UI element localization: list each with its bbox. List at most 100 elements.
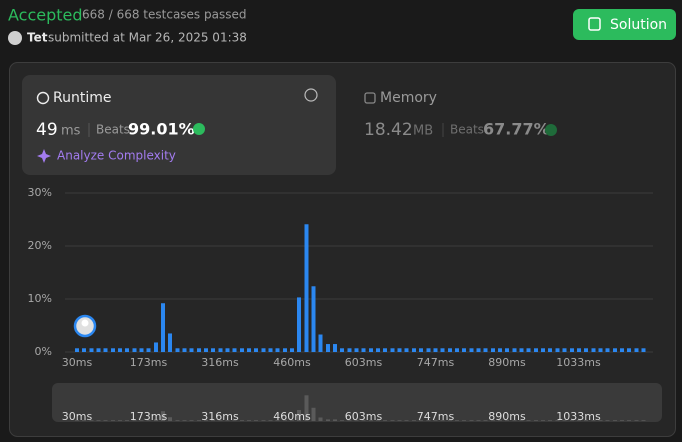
button-bg[interactable] bbox=[573, 9, 676, 40]
bar bbox=[189, 348, 194, 352]
user-name[interactable]: Tet bbox=[27, 31, 48, 45]
bar bbox=[340, 348, 344, 352]
mini-bar bbox=[390, 420, 395, 421]
y-tick-label: 30% bbox=[28, 186, 52, 199]
testcases: 668 / 668 testcases passed bbox=[82, 8, 246, 22]
bar bbox=[462, 348, 466, 352]
mini-bar bbox=[562, 420, 567, 421]
bar bbox=[218, 348, 223, 352]
user-avatar[interactable] bbox=[8, 31, 22, 45]
solution-button[interactable]: Solution bbox=[573, 9, 676, 40]
mini-bar bbox=[168, 417, 172, 421]
runtime-chart: 0% 10% 20% 30% 30ms 173ms 316ms 460ms 603ms 747ms… bbox=[28, 186, 653, 423]
bar bbox=[376, 348, 380, 352]
mini-bar bbox=[641, 420, 646, 421]
mini-bar bbox=[627, 420, 631, 421]
mini-bar bbox=[275, 420, 280, 421]
mini-bar bbox=[448, 420, 452, 421]
mini-bar bbox=[534, 420, 538, 421]
bar bbox=[111, 348, 115, 352]
bar bbox=[570, 348, 574, 352]
bar bbox=[605, 348, 610, 352]
memory-unit: MB bbox=[413, 124, 433, 139]
mini-bar bbox=[598, 420, 603, 421]
mini-bar bbox=[440, 420, 445, 421]
mini-bar bbox=[132, 420, 137, 421]
bar bbox=[232, 348, 237, 352]
navigator-tick-label: 1033ms bbox=[556, 410, 601, 423]
navigator-tick-label: 30ms bbox=[62, 410, 93, 423]
bar bbox=[469, 348, 474, 352]
bar bbox=[419, 348, 423, 352]
bar bbox=[354, 348, 359, 352]
mini-bar bbox=[426, 420, 431, 421]
bar bbox=[598, 348, 603, 352]
bar bbox=[534, 348, 538, 352]
bar bbox=[526, 348, 531, 352]
analyze-link[interactable]: Analyze Complexity bbox=[57, 149, 176, 163]
bar bbox=[433, 348, 438, 352]
mini-bar bbox=[570, 420, 574, 421]
mini-bar bbox=[318, 417, 323, 421]
bar bbox=[154, 342, 158, 352]
navigator-tick-label: 460ms bbox=[273, 410, 311, 423]
runtime-unit: ms bbox=[61, 124, 81, 139]
mini-bar bbox=[577, 420, 581, 421]
bar bbox=[290, 348, 294, 352]
navigator-tick-label: 747ms bbox=[417, 410, 455, 423]
mini-bar bbox=[526, 420, 531, 421]
bar bbox=[476, 348, 481, 352]
mini-bar bbox=[634, 420, 639, 421]
bar bbox=[448, 348, 452, 352]
beats-icon bbox=[193, 123, 205, 135]
x-tick-label: 1033ms bbox=[556, 356, 601, 369]
y-tick-label: 0% bbox=[35, 345, 52, 358]
mini-bar bbox=[218, 420, 223, 421]
mini-bar bbox=[204, 420, 208, 421]
bar bbox=[261, 348, 266, 352]
mini-bar bbox=[519, 420, 524, 421]
bar bbox=[254, 348, 258, 352]
bar bbox=[505, 348, 509, 352]
mini-bar bbox=[304, 395, 309, 421]
mini-bar bbox=[462, 420, 466, 421]
button-label[interactable]: Solution bbox=[610, 17, 667, 33]
memory-beats: 67.77% bbox=[483, 120, 550, 139]
bar bbox=[562, 348, 567, 352]
bar bbox=[89, 348, 94, 352]
bar bbox=[519, 348, 524, 352]
bar bbox=[82, 348, 86, 352]
edit-icon bbox=[588, 17, 601, 31]
mini-bar bbox=[297, 410, 301, 421]
mini-bar bbox=[412, 420, 416, 421]
mini-bar bbox=[512, 420, 517, 421]
mini-bar bbox=[283, 420, 287, 421]
mini-bar bbox=[333, 419, 337, 421]
runtime-beats: 99.01% bbox=[128, 120, 195, 139]
memory-value: 18.42 bbox=[364, 120, 413, 140]
submitted-time: submitted at Mar 26, 2025 01:38 bbox=[48, 31, 247, 45]
bar bbox=[175, 348, 180, 352]
x-tick-label: 460ms bbox=[273, 356, 311, 369]
bar bbox=[75, 348, 79, 352]
memory-title[interactable]: Memory bbox=[380, 90, 437, 106]
bar bbox=[412, 348, 416, 352]
bar bbox=[383, 348, 387, 352]
beats-label: Beats bbox=[450, 123, 484, 137]
mini-bar bbox=[419, 420, 423, 421]
bar bbox=[304, 224, 309, 352]
mini-bar bbox=[340, 420, 344, 421]
mini-bar bbox=[361, 420, 366, 421]
bar bbox=[584, 348, 588, 352]
range-navigator[interactable] bbox=[52, 383, 662, 422]
mini-bar bbox=[347, 420, 352, 421]
bar bbox=[455, 348, 459, 352]
bar bbox=[426, 348, 431, 352]
info-icon[interactable] bbox=[304, 88, 318, 102]
x-tick-label: 173ms bbox=[130, 356, 168, 369]
bar bbox=[297, 297, 301, 352]
runtime-card[interactable] bbox=[22, 75, 336, 175]
bar bbox=[103, 348, 108, 352]
bar bbox=[225, 348, 230, 352]
